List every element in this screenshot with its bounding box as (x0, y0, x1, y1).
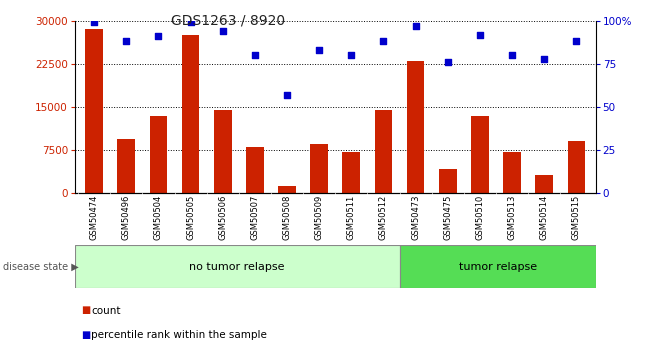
Text: GSM50515: GSM50515 (572, 195, 581, 240)
Text: GSM50509: GSM50509 (314, 195, 324, 240)
Text: percentile rank within the sample: percentile rank within the sample (91, 330, 267, 339)
Bar (374, 110, 393, 193)
Bar (278, 186, 296, 193)
Text: GSM50504: GSM50504 (154, 195, 163, 240)
Text: GSM50506: GSM50506 (218, 195, 227, 240)
Bar (246, 147, 264, 193)
Bar (182, 35, 199, 193)
Text: GSM50505: GSM50505 (186, 195, 195, 240)
Text: GSM50507: GSM50507 (251, 195, 259, 240)
Text: GSM50514: GSM50514 (540, 195, 549, 240)
Point (121, 39, 132, 44)
Bar (400, 245, 596, 288)
Text: count: count (91, 306, 120, 315)
Point (186, 20, 196, 25)
Point (153, 33, 163, 39)
Point (250, 52, 260, 58)
Text: GSM50496: GSM50496 (122, 195, 131, 240)
Bar (439, 169, 456, 193)
Point (89, 20, 100, 25)
Bar (311, 144, 328, 193)
Text: tumor relapse: tumor relapse (458, 262, 536, 272)
Point (378, 39, 389, 44)
Point (217, 28, 228, 34)
Point (346, 52, 357, 58)
Bar (503, 152, 521, 193)
Bar (214, 110, 232, 193)
Point (314, 47, 324, 53)
Text: GSM50510: GSM50510 (475, 195, 484, 240)
Text: GSM50511: GSM50511 (347, 195, 356, 240)
Bar (471, 116, 489, 193)
Point (475, 32, 485, 37)
Bar (150, 116, 167, 193)
Text: disease state ▶: disease state ▶ (3, 262, 79, 272)
Text: GSM50508: GSM50508 (283, 195, 292, 240)
Text: GSM50473: GSM50473 (411, 195, 420, 240)
Bar (568, 141, 585, 193)
Text: GDS1263 / 8920: GDS1263 / 8920 (171, 14, 285, 28)
Text: no tumor relapse: no tumor relapse (189, 262, 285, 272)
Point (571, 39, 581, 44)
Bar (407, 61, 424, 193)
Text: ■: ■ (81, 330, 90, 339)
Point (282, 92, 292, 98)
Bar (342, 152, 360, 193)
Text: GSM50475: GSM50475 (443, 195, 452, 240)
Text: GSM50513: GSM50513 (508, 195, 517, 240)
Point (443, 59, 453, 65)
Point (539, 56, 549, 61)
Bar (535, 175, 553, 193)
Point (507, 52, 518, 58)
Text: GSM50512: GSM50512 (379, 195, 388, 240)
Bar (85, 29, 103, 193)
Text: GSM50474: GSM50474 (90, 195, 99, 240)
Text: ■: ■ (81, 306, 90, 315)
Bar (75, 245, 400, 288)
Bar (117, 139, 135, 193)
Point (410, 23, 421, 29)
